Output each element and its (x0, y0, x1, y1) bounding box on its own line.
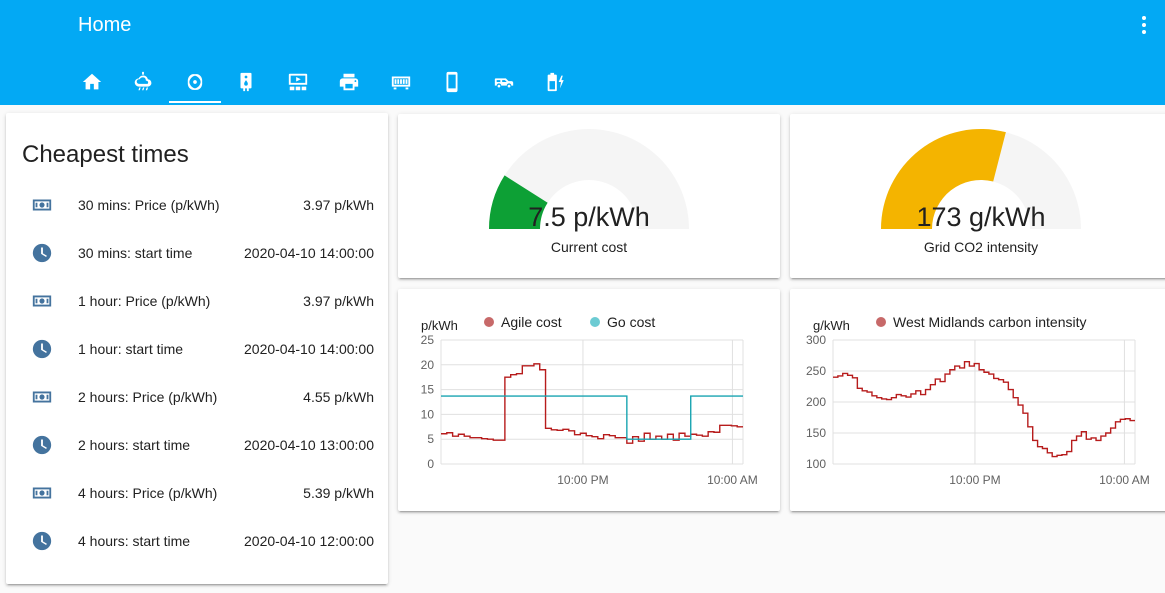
gauge-value: 7.5 p/kWh (528, 202, 650, 232)
y-tick-label: 25 (421, 333, 435, 347)
gauge-fill (881, 128, 1006, 229)
co2-gauge-card[interactable]: 173 g/kWh Grid CO2 intensity (790, 114, 1165, 278)
media-icon (288, 73, 307, 90)
cash-icon (22, 281, 62, 321)
carbon-intensity-chart: g/kWh West Midlands carbon intensity 100 15… (806, 314, 1150, 487)
gauge-fill (489, 175, 548, 229)
entity-state: 5.39 p/kWh (303, 485, 374, 501)
entity-name: 4 hours: Price (p/kWh) (78, 485, 218, 501)
app-header: Home (0, 0, 1165, 105)
entity-name: 2 hours: start time (78, 437, 191, 453)
cheapest-times-card: Cheapest times (6, 113, 388, 584)
entity-state: 2020-04-10 13:00:00 (244, 437, 374, 453)
phone-icon (446, 71, 458, 92)
entity-row[interactable]: 4 hours: start time 2020-04-10 12:00:00 (22, 521, 374, 561)
entity-name: 2 hours: Price (p/kWh) (78, 389, 218, 405)
entity-row[interactable]: 4 hours: Price (p/kWh) 5.39 p/kWh (22, 473, 374, 513)
video-input-icon (391, 76, 410, 89)
y-tick-label: 150 (806, 426, 826, 440)
entity-state: 3.97 p/kWh (303, 293, 374, 309)
entity-row[interactable]: 1 hour: start time 2020-04-10 14:00:00 (22, 329, 374, 369)
y-tick-label: 5 (427, 432, 434, 446)
entity-state: 2020-04-10 14:00:00 (244, 245, 374, 261)
water-heater-icon (240, 72, 252, 91)
overflow-menu-button[interactable] (1132, 13, 1156, 37)
series-line (833, 361, 1135, 458)
entity-state: 2020-04-10 14:00:00 (244, 341, 374, 357)
tab-home[interactable] (66, 58, 118, 105)
x-tick-label: 10:00 PM (557, 473, 608, 487)
entity-row[interactable]: 1 hour: Price (p/kWh) 3.97 p/kWh (22, 281, 374, 321)
y-axis-label: g/kWh (813, 318, 850, 333)
tab-water-heater[interactable] (221, 58, 273, 105)
tab-weather[interactable] (118, 58, 170, 105)
legend-label[interactable]: Go cost (607, 314, 655, 330)
printer-icon (340, 73, 359, 90)
tab-car[interactable] (478, 58, 530, 105)
clock-icon (22, 521, 62, 561)
view-tabs (66, 58, 581, 105)
entity-name: 4 hours: start time (78, 533, 191, 549)
entity-row[interactable]: 30 mins: start time 2020-04-10 14:00:00 (22, 233, 374, 273)
y-tick-label: 300 (806, 333, 826, 347)
current-cost-gauge-card[interactable]: 7.5 p/kWh Current cost (398, 114, 780, 278)
cost-history-card[interactable]: p/kWh Agile cost Go cost 0 5 10 15 20 25 10:00 PM… (398, 289, 780, 511)
y-tick-label: 15 (421, 383, 435, 397)
entity-name: 1 hour: start time (78, 341, 184, 357)
entity-state: 3.97 p/kWh (303, 197, 374, 213)
page-title: Home (78, 14, 132, 36)
entity-name: 30 mins: start time (78, 245, 193, 261)
tab-energy[interactable] (169, 58, 221, 105)
y-tick-label: 200 (806, 395, 826, 409)
y-tick-label: 100 (806, 457, 826, 471)
gauge-label: Grid CO2 intensity (923, 239, 1039, 255)
entity-row[interactable]: 2 hours: start time 2020-04-10 13:00:00 (22, 425, 374, 465)
tab-video-input[interactable] (375, 58, 427, 105)
cost-history-chart: p/kWh Agile cost Go cost 0 5 10 15 20 25 10:00 PM… (421, 314, 758, 487)
y-tick-label: 20 (421, 358, 435, 372)
gauge-label: Current cost (550, 239, 628, 255)
y-tick-label: 0 (427, 457, 434, 471)
y-tick-label: 250 (806, 364, 826, 378)
entity-row[interactable]: 2 hours: Price (p/kWh) 4.55 p/kWh (22, 377, 374, 417)
atom-icon (187, 73, 202, 90)
cash-icon (22, 185, 62, 225)
series-line (441, 363, 743, 444)
series-line (441, 395, 743, 440)
home-icon (82, 73, 101, 89)
clock-icon (22, 233, 62, 273)
x-tick-label: 10:00 AM (707, 473, 758, 487)
gauge-value: 173 g/kWh (916, 202, 1046, 232)
entity-state: 2020-04-10 12:00:00 (244, 533, 374, 549)
battery-charging-icon (547, 72, 564, 91)
entity-row[interactable]: 30 mins: Price (p/kWh) 3.97 p/kWh (22, 185, 374, 225)
legend-marker (484, 317, 494, 327)
legend-label[interactable]: Agile cost (501, 314, 562, 330)
x-tick-label: 10:00 PM (949, 473, 1000, 487)
weather-icon (134, 71, 152, 90)
y-tick-label: 10 (421, 407, 435, 421)
tab-media[interactable] (272, 58, 324, 105)
entity-name: 30 mins: Price (p/kWh) (78, 197, 220, 213)
entity-name: 1 hour: Price (p/kWh) (78, 293, 211, 309)
entity-state: 4.55 p/kWh (303, 389, 374, 405)
carbon-intensity-card[interactable]: g/kWh West Midlands carbon intensity 100 15… (790, 289, 1165, 511)
tab-printer[interactable] (324, 58, 376, 105)
legend-marker (876, 317, 886, 327)
cash-icon (22, 473, 62, 513)
cash-icon (22, 377, 62, 417)
tab-phone[interactable] (427, 58, 479, 105)
clock-icon (22, 329, 62, 369)
x-tick-label: 10:00 AM (1099, 473, 1150, 487)
legend-marker (590, 317, 600, 327)
card-title: Cheapest times (22, 141, 189, 168)
tab-battery[interactable] (530, 58, 582, 105)
legend-label[interactable]: West Midlands carbon intensity (893, 314, 1087, 330)
car-icon (494, 77, 513, 87)
y-axis-label: p/kWh (421, 318, 458, 333)
clock-icon (22, 425, 62, 465)
co2-gauge (881, 128, 1081, 229)
current-cost-gauge (489, 129, 689, 229)
